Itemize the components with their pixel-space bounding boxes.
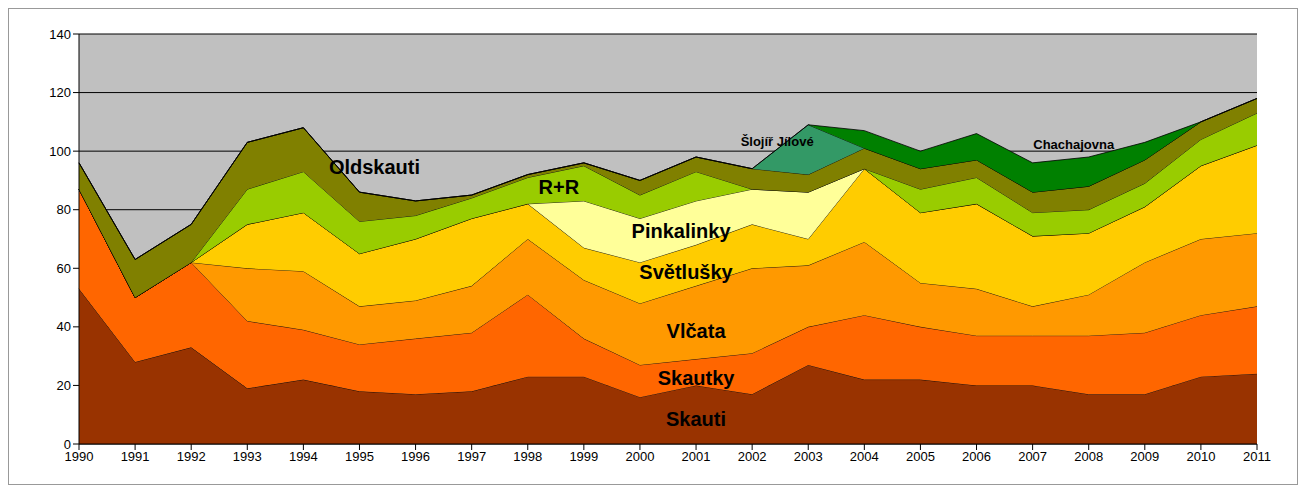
svg-text:2004: 2004 bbox=[850, 449, 879, 464]
svg-text:Skautky: Skautky bbox=[658, 367, 736, 389]
svg-text:2011: 2011 bbox=[1243, 449, 1271, 464]
svg-text:R+R: R+R bbox=[539, 176, 580, 198]
svg-text:2010: 2010 bbox=[1186, 449, 1215, 464]
svg-text:0: 0 bbox=[64, 437, 71, 452]
svg-text:2002: 2002 bbox=[738, 449, 767, 464]
svg-text:40: 40 bbox=[57, 319, 71, 334]
svg-text:1991: 1991 bbox=[121, 449, 150, 464]
svg-text:1993: 1993 bbox=[233, 449, 262, 464]
svg-text:2005: 2005 bbox=[906, 449, 935, 464]
svg-text:2001: 2001 bbox=[682, 449, 711, 464]
svg-text:120: 120 bbox=[49, 85, 71, 100]
svg-text:Pinkalinky: Pinkalinky bbox=[632, 220, 732, 242]
svg-text:1997: 1997 bbox=[457, 449, 486, 464]
svg-text:2009: 2009 bbox=[1130, 449, 1159, 464]
svg-text:2003: 2003 bbox=[794, 449, 823, 464]
svg-text:100: 100 bbox=[49, 144, 71, 159]
svg-text:Skauti: Skauti bbox=[666, 408, 726, 430]
svg-text:Světlušky: Světlušky bbox=[639, 261, 733, 283]
svg-text:1998: 1998 bbox=[513, 449, 542, 464]
svg-text:80: 80 bbox=[57, 202, 71, 217]
svg-text:1996: 1996 bbox=[401, 449, 430, 464]
svg-text:2007: 2007 bbox=[1018, 449, 1047, 464]
svg-text:1990: 1990 bbox=[64, 449, 94, 465]
svg-text:2006: 2006 bbox=[962, 449, 991, 464]
svg-text:60: 60 bbox=[57, 261, 71, 276]
svg-text:20: 20 bbox=[57, 378, 71, 393]
svg-text:1992: 1992 bbox=[177, 449, 206, 464]
svg-text:1994: 1994 bbox=[289, 449, 318, 464]
svg-text:Šlojíř Jílové: Šlojíř Jílové bbox=[741, 134, 814, 149]
svg-text:2008: 2008 bbox=[1074, 449, 1103, 464]
svg-text:140: 140 bbox=[49, 27, 71, 42]
svg-text:Chachajovna: Chachajovna bbox=[1033, 137, 1115, 152]
svg-text:Vlčata: Vlčata bbox=[667, 320, 727, 342]
svg-text:Oldskauti: Oldskauti bbox=[329, 156, 420, 178]
svg-text:1999: 1999 bbox=[569, 449, 598, 464]
svg-text:2000: 2000 bbox=[625, 449, 654, 464]
svg-text:1995: 1995 bbox=[345, 449, 374, 464]
